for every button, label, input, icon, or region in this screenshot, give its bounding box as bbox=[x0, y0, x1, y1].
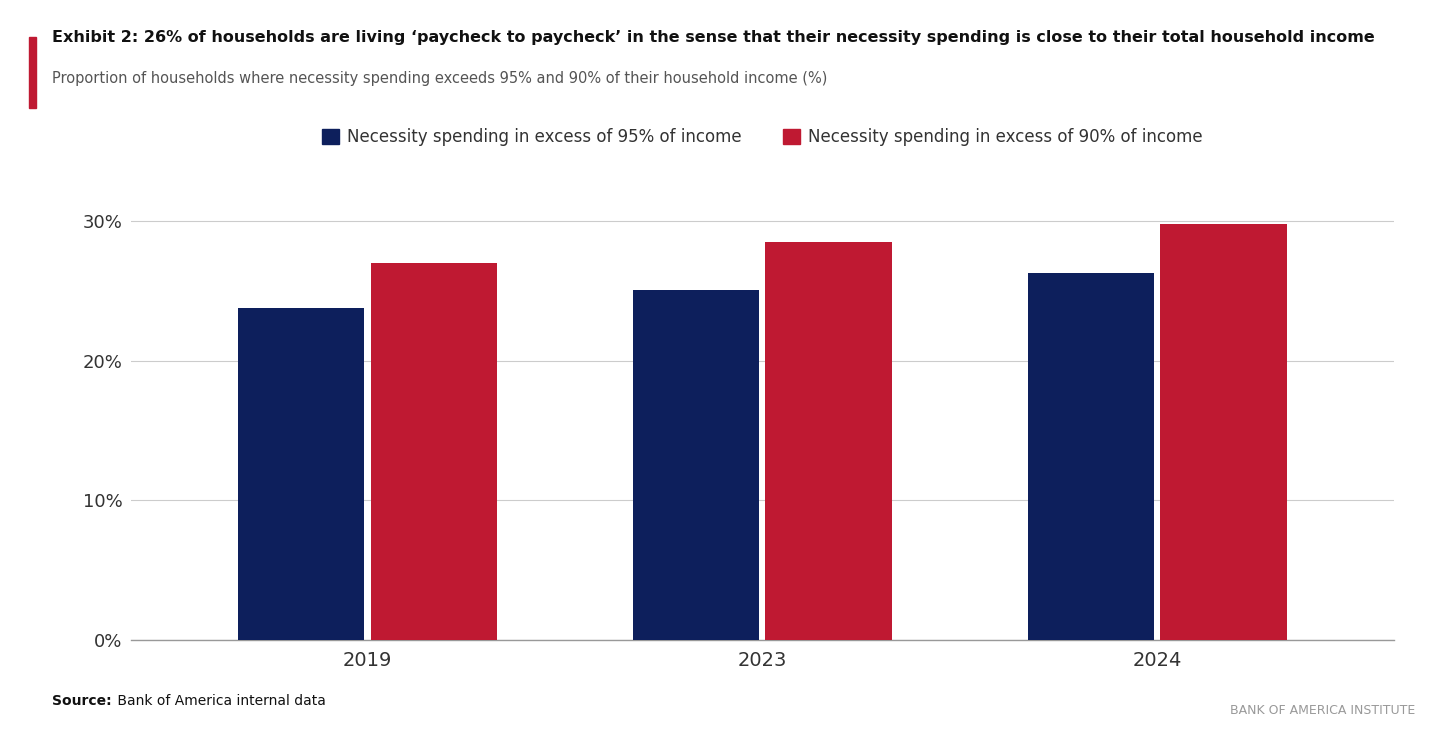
Bar bbox=[1160, 224, 1286, 640]
Text: BANK OF AMERICA INSTITUTE: BANK OF AMERICA INSTITUTE bbox=[1230, 705, 1416, 717]
Bar bbox=[765, 243, 892, 640]
Text: Source:: Source: bbox=[52, 694, 112, 708]
Text: Exhibit 2: 26% of households are living ‘paycheck to paycheck’ in the sense that: Exhibit 2: 26% of households are living … bbox=[52, 30, 1375, 45]
Bar bbox=[238, 308, 364, 640]
Legend: Necessity spending in excess of 95% of income, Necessity spending in excess of 9: Necessity spending in excess of 95% of i… bbox=[315, 121, 1210, 153]
Text: Bank of America internal data: Bank of America internal data bbox=[113, 694, 327, 708]
Bar bbox=[1028, 273, 1154, 640]
Bar bbox=[370, 263, 497, 640]
Bar bbox=[633, 289, 759, 640]
Text: Proportion of households where necessity spending exceeds 95% and 90% of their h: Proportion of households where necessity… bbox=[52, 71, 828, 86]
